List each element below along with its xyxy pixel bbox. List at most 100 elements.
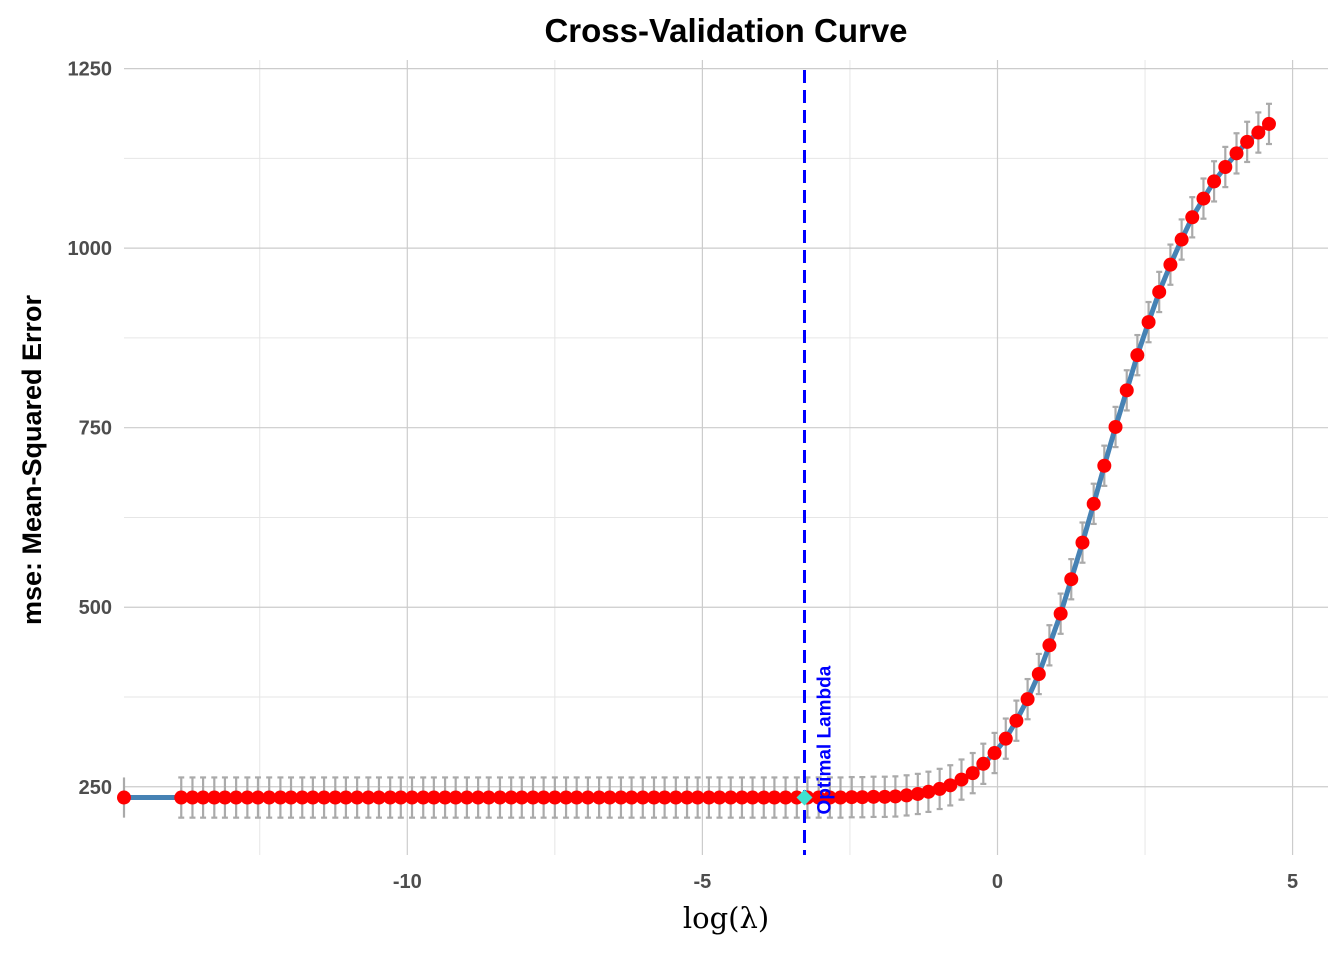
data-point — [1251, 125, 1266, 140]
data-point — [646, 790, 661, 805]
data-point — [1009, 713, 1024, 728]
data-point — [712, 790, 727, 805]
data-point — [822, 790, 837, 805]
y-tick-label: 1000 — [68, 238, 113, 260]
data-point — [1075, 535, 1090, 550]
data-point — [371, 790, 386, 805]
data-point — [448, 790, 463, 805]
data-point — [602, 790, 617, 805]
data-point — [954, 772, 969, 787]
data-point — [459, 790, 474, 805]
data-point — [668, 790, 683, 805]
x-tick-label: -10 — [393, 871, 422, 893]
x-axis-label: log(λ) — [683, 901, 769, 935]
data-point — [767, 790, 782, 805]
data-point — [657, 790, 672, 805]
data-point — [262, 790, 277, 805]
data-point — [1119, 383, 1134, 398]
data-point — [987, 746, 1002, 761]
data-point — [338, 790, 353, 805]
chart-title: Cross-Validation Curve — [544, 12, 907, 49]
data-point — [1130, 348, 1145, 363]
data-point — [1064, 572, 1079, 587]
data-point — [921, 784, 936, 799]
tick-labels: -10 -5 0 5 250 500 750 1000 1250 — [68, 59, 1299, 893]
data-point — [196, 790, 211, 805]
data-point — [1031, 667, 1046, 682]
data-point — [305, 790, 320, 805]
data-point — [888, 789, 903, 804]
y-axis-label: mse: Mean-Squared Error — [17, 294, 47, 625]
data-point — [910, 786, 925, 801]
data-point — [866, 789, 881, 804]
data-point — [932, 781, 947, 796]
data-point — [701, 790, 716, 805]
data-point — [317, 790, 332, 805]
data-point — [690, 790, 705, 805]
data-point — [778, 790, 793, 805]
data-point — [1261, 116, 1276, 131]
data-point — [361, 790, 376, 805]
data-point — [756, 790, 771, 805]
data-point — [1053, 606, 1068, 621]
data-point — [438, 790, 453, 805]
data-point — [592, 790, 607, 805]
data-point — [1207, 174, 1222, 189]
data-point — [1042, 638, 1057, 653]
data-point — [877, 789, 892, 804]
data-point — [284, 790, 299, 805]
grid — [124, 60, 1328, 855]
data-point — [998, 731, 1013, 746]
data-point — [240, 790, 255, 805]
cv-curve-line — [124, 121, 1271, 801]
data-point — [1108, 419, 1123, 434]
data-point — [811, 790, 826, 805]
data-point — [393, 790, 408, 805]
data-point — [1152, 284, 1167, 299]
data-point — [569, 790, 584, 805]
data-point — [1185, 210, 1200, 225]
data-point — [965, 766, 980, 781]
data-point — [1174, 232, 1189, 247]
y-tick-label: 750 — [79, 418, 112, 440]
data-point — [976, 756, 991, 771]
data-point — [943, 778, 958, 793]
data-point — [117, 790, 131, 805]
x-tick-label: 0 — [992, 871, 1003, 893]
data-point — [217, 790, 232, 805]
data-point — [855, 790, 870, 805]
optimal-point-diamond — [796, 789, 813, 806]
data-point — [559, 790, 574, 805]
data-point — [416, 790, 431, 805]
data-point — [1163, 257, 1178, 272]
data-point — [1097, 458, 1112, 473]
data-point — [1218, 160, 1233, 175]
data-point — [514, 790, 529, 805]
data-point — [426, 790, 441, 805]
y-tick-label: 250 — [79, 777, 112, 799]
data-point — [1141, 315, 1156, 330]
data-point — [185, 790, 200, 805]
data-point — [295, 790, 310, 805]
data-point — [1020, 692, 1035, 707]
data-point — [547, 790, 562, 805]
data-point — [580, 790, 595, 805]
data-point — [273, 790, 288, 805]
data-point — [492, 790, 507, 805]
data-point — [844, 790, 859, 805]
x-tick-label: 5 — [1287, 871, 1298, 893]
data-point — [481, 790, 496, 805]
data-point — [734, 790, 749, 805]
data-point — [405, 790, 420, 805]
data-point — [250, 790, 265, 805]
data-point — [471, 790, 486, 805]
data-point — [745, 790, 760, 805]
data-point — [613, 790, 628, 805]
data-point — [504, 790, 519, 805]
data-point — [383, 790, 398, 805]
data-point — [723, 790, 738, 805]
data-point — [350, 790, 365, 805]
data-point — [536, 790, 551, 805]
data-point — [229, 790, 244, 805]
data-point — [833, 790, 848, 805]
